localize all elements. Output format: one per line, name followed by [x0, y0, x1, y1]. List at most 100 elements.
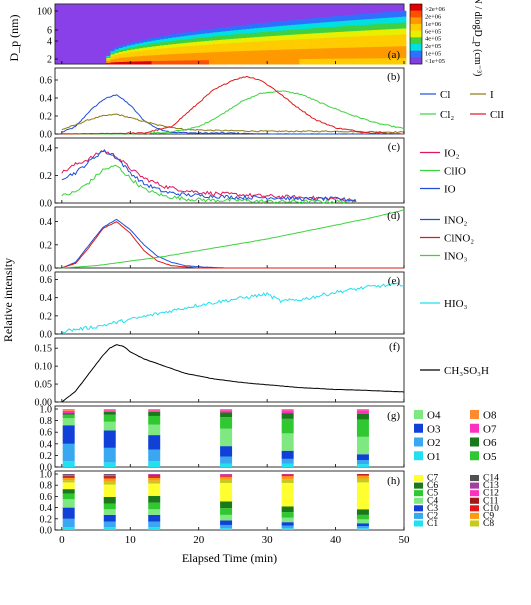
heatmap-cell	[159, 57, 165, 62]
heatmap-cell	[286, 54, 292, 60]
heatmap-cell	[299, 54, 304, 60]
panel-label: (g)	[387, 410, 400, 422]
heatmap-cell	[143, 42, 148, 46]
heatmap-cell	[151, 52, 156, 56]
heatmap-cell	[184, 35, 189, 40]
heatmap-cell	[250, 55, 255, 61]
heatmap-cell	[262, 31, 267, 38]
y-tick-label: 0.6	[40, 76, 53, 87]
heatmap-cell	[360, 47, 366, 54]
heatmap-cell	[323, 22, 329, 28]
panel-d-frame	[54, 206, 405, 269]
heatmap-cell	[208, 56, 214, 61]
heatmap-cell	[393, 28, 399, 36]
heatmap-cell	[221, 43, 226, 49]
bar-segment	[356, 482, 369, 510]
bar-segment	[356, 410, 369, 414]
heatmap-cell	[196, 41, 202, 46]
heatmap-cell	[270, 50, 275, 56]
heatmap-cell	[274, 35, 280, 41]
heatmap-cell	[192, 56, 197, 61]
heatmap-cell	[151, 40, 156, 45]
legend-swatch	[470, 410, 479, 419]
heatmap-cell	[250, 24, 255, 30]
heatmap-cell	[291, 59, 296, 65]
colorbar-label: >2e+06	[425, 6, 446, 13]
heatmap-cell	[196, 56, 202, 61]
heatmap-cell	[295, 24, 300, 30]
heatmap-cell	[192, 45, 197, 50]
series-line-b-0	[61, 94, 404, 135]
heatmap-cell	[221, 35, 226, 41]
y-tick-label: 0.6	[40, 275, 53, 286]
heatmap-cell	[122, 59, 128, 63]
bar-segment	[103, 409, 116, 411]
y-tick-label: 0.8	[40, 416, 53, 427]
heatmap-cell	[344, 26, 349, 33]
heatmap-cell	[356, 52, 362, 59]
heatmap-cell	[241, 55, 247, 61]
heatmap-cell	[135, 56, 140, 60]
heatmap-cell	[237, 59, 243, 65]
y-tick-label: 0.0	[40, 130, 53, 141]
heatmap-cell	[299, 34, 304, 40]
heatmap-cell	[299, 24, 304, 30]
heatmap-cell	[401, 22, 407, 30]
x-tick-label: 40	[330, 534, 342, 546]
bar-segment	[281, 482, 294, 507]
bar-segment	[103, 503, 116, 510]
heatmap-cell	[360, 30, 366, 37]
heatmap-cell	[192, 49, 197, 54]
heatmap-cell	[126, 57, 132, 60]
heatmap-cell	[106, 56, 111, 58]
heatmap-cell	[192, 38, 197, 43]
heatmap-cell	[303, 33, 308, 40]
heatmap-cell	[389, 58, 395, 65]
y-tick-label: 0.4	[40, 217, 53, 228]
legend-label: INO₃	[444, 251, 468, 263]
heatmap-cell	[106, 59, 111, 61]
heatmap-cell	[254, 28, 259, 34]
heatmap-cell	[254, 59, 259, 65]
bar-segment	[148, 461, 161, 467]
heatmap-cell	[299, 44, 304, 50]
heatmap-cell	[258, 54, 263, 60]
legend-label: O5	[483, 451, 497, 463]
heatmap-cell	[274, 45, 280, 51]
heatmap-cell	[401, 16, 407, 24]
heatmap-cell	[303, 48, 308, 55]
heatmap-cell	[221, 27, 226, 32]
heatmap-cell	[319, 17, 325, 24]
heatmap-cell	[155, 48, 160, 53]
heatmap-cell	[385, 40, 390, 48]
heatmap-cell	[221, 31, 226, 37]
legend-swatch	[414, 475, 423, 482]
heatmap-cell	[139, 58, 144, 62]
heatmap-cell	[208, 60, 214, 65]
heatmap-cell	[254, 55, 259, 61]
legend-label: C2	[427, 511, 438, 521]
heatmap-cell	[237, 38, 243, 44]
heatmap-cell	[184, 49, 189, 54]
heatmap-cell	[352, 25, 358, 32]
heatmap-cell	[344, 58, 349, 65]
heatmap-cell	[135, 61, 140, 65]
heatmap-cell	[315, 38, 321, 44]
heatmap-cell	[258, 45, 263, 51]
heatmap-cell	[332, 58, 337, 65]
heatmap-cell	[245, 42, 251, 47]
heatmap-cell	[303, 18, 308, 25]
panel-a: 100 64 2 D_p (nm) >2e+062e+061e+066e+054e+05…	[7, 0, 483, 76]
heatmap-cell	[118, 61, 124, 65]
heatmap-cell	[225, 39, 230, 44]
heatmap-cell	[126, 61, 132, 65]
heatmap-cell	[180, 50, 185, 55]
heatmap-cell	[336, 26, 341, 33]
heatmap-cell	[377, 24, 382, 31]
heatmap-cell	[135, 53, 140, 57]
heatmap-cell	[323, 58, 329, 65]
heatmap-cell	[213, 36, 218, 41]
heatmap-cell	[328, 21, 333, 28]
heatmap-cell	[176, 33, 181, 38]
heatmap-cell	[225, 35, 230, 40]
